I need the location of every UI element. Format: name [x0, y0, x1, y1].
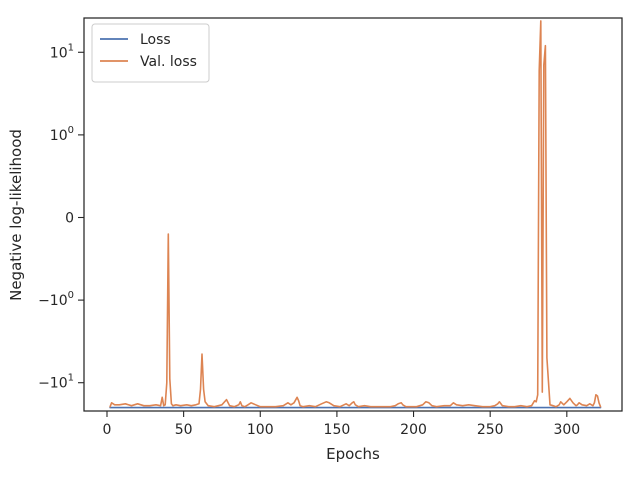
y-axis: 101 100 0 −100 −101 [38, 42, 84, 392]
plot-area-frame [83, 17, 623, 412]
y-tick-label: −100 [38, 290, 74, 309]
x-tick-label: 150 [324, 422, 351, 438]
y-tick-label: 101 [50, 42, 74, 61]
x-axis: 0 50 100 150 200 250 300 [103, 411, 580, 438]
series-layer [109, 20, 602, 409]
x-tick-label: 100 [247, 422, 274, 438]
x-tick-label: 50 [175, 422, 193, 438]
series-line-val-loss [109, 20, 602, 408]
legend-label: Val. loss [140, 54, 197, 70]
legend: Loss Val. loss [91, 23, 210, 83]
x-tick-label: 0 [103, 422, 112, 438]
y-axis-label: Negative log-likelihood [7, 129, 25, 301]
x-axis-label: Epochs [326, 445, 380, 463]
x-tick-label: 300 [553, 422, 580, 438]
y-tick-label: 0 [65, 210, 74, 226]
x-tick-label: 250 [477, 422, 504, 438]
x-tick-label: 200 [400, 422, 427, 438]
legend-label: Loss [140, 32, 171, 48]
y-tick-label: 100 [50, 125, 74, 144]
y-tick-label: −101 [38, 373, 74, 392]
